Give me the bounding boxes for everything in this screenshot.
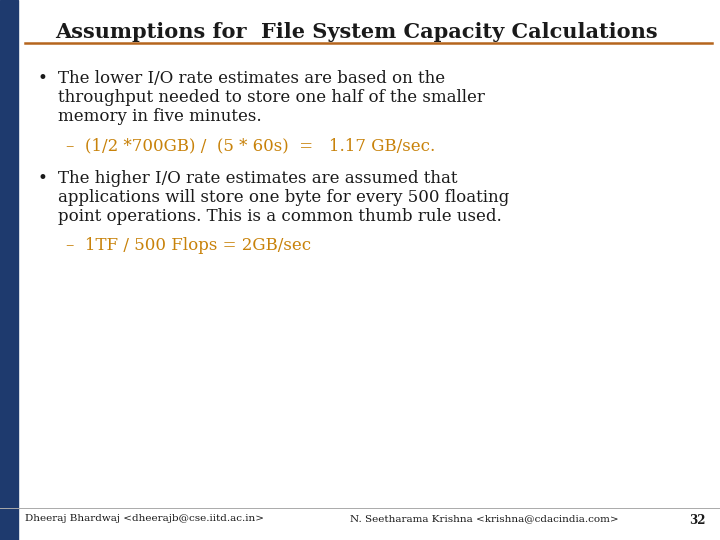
Text: The higher I/O rate estimates are assumed that: The higher I/O rate estimates are assume… <box>58 170 457 187</box>
Text: Assumptions for  File System Capacity Calculations: Assumptions for File System Capacity Cal… <box>55 22 657 42</box>
Text: point operations. This is a common thumb rule used.: point operations. This is a common thumb… <box>58 208 502 225</box>
Text: •: • <box>38 70 48 87</box>
Bar <box>0 0 18 540</box>
Text: •: • <box>38 170 48 187</box>
Text: 32: 32 <box>690 514 706 527</box>
Text: applications will store one byte for every 500 floating: applications will store one byte for eve… <box>58 189 509 206</box>
Text: memory in five minutes.: memory in five minutes. <box>58 108 261 125</box>
Text: –  (1/2 *700GB) /  (5 * 60s)  =   1.17 GB/sec.: – (1/2 *700GB) / (5 * 60s) = 1.17 GB/sec… <box>66 137 436 154</box>
Text: throughput needed to store one half of the smaller: throughput needed to store one half of t… <box>58 89 485 106</box>
Text: N. Seetharama Krishna <krishna@cdacindia.com>: N. Seetharama Krishna <krishna@cdacindia… <box>350 514 618 523</box>
Text: The lower I/O rate estimates are based on the: The lower I/O rate estimates are based o… <box>58 70 445 87</box>
Text: –  1TF / 500 Flops = 2GB/sec: – 1TF / 500 Flops = 2GB/sec <box>66 237 311 254</box>
Text: Dheeraj Bhardwaj <dheerajb@cse.iitd.ac.in>: Dheeraj Bhardwaj <dheerajb@cse.iitd.ac.i… <box>25 514 264 523</box>
